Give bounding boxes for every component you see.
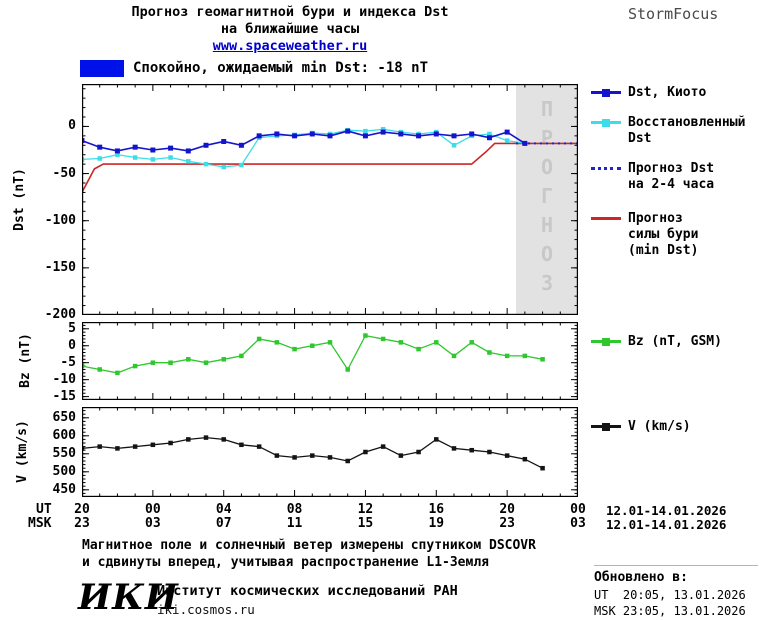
legend-label-dst-kyoto: Dst, Киото [628,85,707,100]
storm-forecast-marker [591,217,621,220]
updated-label: Обновлено в: [594,570,688,585]
iki-site-link[interactable]: iki.cosmos.ru [157,602,255,617]
x-tick-ut: 20 [499,502,515,517]
updated-block: Обновлено в: UT 20:05, 13.01.2026 MSK 23… [594,565,758,618]
msk-axis-label: MSK [28,516,52,531]
legend-label-bz: Bz (nT, GSM) [628,334,722,349]
y-tick-label: -10 [52,371,76,387]
y-tick-label: 550 [52,445,76,461]
bz-axis-label: Bz (nT) [17,333,33,388]
status-text: Спокойно, ожидаемый min Dst: -18 nT [133,60,429,76]
legend-item-storm-forecast: Прогноз силы бури (min Dst) [591,211,759,259]
y-tick-label: -15 [52,388,76,404]
data-source-note-line1: Магнитное поле и солнечный ветер измерен… [82,538,536,553]
y-tick-label: -50 [52,165,76,181]
y-tick-label: -200 [44,307,76,322]
iki-logo: ИКИ [78,577,179,618]
legend-label-storm-forecast: Прогноз силы бури (min Dst) [628,211,699,258]
x-tick-ut: 12 [357,502,374,517]
page-title: Прогноз геомагнитной бури и индекса Dst [131,4,449,20]
legend-item-restored-dst: Восстановленный Dst [591,115,759,147]
y-tick-label: 500 [52,463,76,479]
forecast-dst-marker [591,167,621,170]
legend-label-v: V (km/s) [628,419,691,434]
x-tick-ut: 08 [286,502,303,517]
dst-axis-label: Dst (nT) [11,168,27,231]
x-tick-msk: 03 [145,516,161,531]
legend-item-v: V (km/s) [591,419,759,435]
dst-kyoto-square [602,88,610,97]
series-Восстановленный Dst [82,128,526,168]
ut-date-range: 12.01-14.01.2026 [606,503,727,518]
x-tick-msk: 11 [286,516,303,531]
x-tick-ut: 00 [570,502,586,517]
restored-dst-square [602,118,610,127]
legend-bz: Bz (nT, GSM) [591,334,759,364]
x-tick-msk: 15 [357,516,374,531]
bz-square [602,337,610,346]
ut-axis-label: UT [36,502,52,517]
x-tick-ut: 16 [428,502,445,517]
legend-label-forecast-dst: Прогноз Dst на 2-4 часа [628,161,715,192]
x-tick-msk: 23 [74,516,90,531]
y-tick-label: 0 [68,337,76,353]
institute-name: Институт космических исследований РАН [157,583,458,599]
quiet-status-swatch [80,59,124,77]
msk-date-range: 12.01-14.01.2026 [606,517,727,532]
series-Прогноз силы бури (min Dst) [82,142,578,193]
bz-marker [591,337,621,346]
spaceweather-link[interactable]: www.spaceweather.ru [212,38,368,54]
brand-label: StormFocus [628,5,719,23]
y-tick-label: 600 [52,427,76,443]
legend-item-dst-kyoto: Dst, Киото [591,85,759,101]
v-chart [82,407,578,497]
data-source-note-line2: и сдвинуты вперед, учитывая распростране… [82,555,489,570]
x-tick-ut: 04 [215,502,232,517]
dst-kyoto-marker [591,88,621,97]
y-tick-label: 5 [68,320,76,336]
updated-msk: MSK 23:05, 13.01.2026 [594,604,746,618]
v-square [602,422,610,431]
forecast-region [516,84,578,315]
y-tick-label: 450 [52,481,76,497]
x-tick-msk: 03 [570,516,586,531]
legend-item-bz: Bz (nT, GSM) [591,334,759,350]
legend-v: V (km/s) [591,419,759,449]
bz-chart [82,322,578,400]
y-tick-label: -150 [44,259,76,275]
v-marker [591,422,621,431]
legend-label-restored-dst: Восстановленный Dst [628,115,746,146]
x-tick-ut: 00 [145,502,161,517]
status-bar: Спокойно, ожидаемый min Dst: -18 nT [80,58,428,78]
y-tick-label: 0 [68,118,76,134]
x-tick-msk: 07 [215,516,232,531]
y-tick-label: 650 [52,409,76,425]
x-tick-msk: 23 [499,516,515,531]
page-subtitle: на ближайшие часы [220,21,360,37]
y-tick-label: -5 [60,354,76,370]
restored-dst-marker [591,118,621,127]
x-tick-ut: 20 [74,502,90,517]
y-tick-label: -100 [44,212,76,228]
legend-item-forecast-dst: Прогноз Dst на 2-4 часа [591,161,759,193]
updated-ut: UT 20:05, 13.01.2026 [594,588,746,602]
x-tick-msk: 19 [428,516,445,531]
legend-dst: Dst, Киото Восстановленный Dst Прогноз D… [591,85,759,273]
series-V (km/s) [82,436,543,469]
v-axis-label: V (km/s) [14,420,30,483]
series-Dst, Киото [82,130,526,152]
